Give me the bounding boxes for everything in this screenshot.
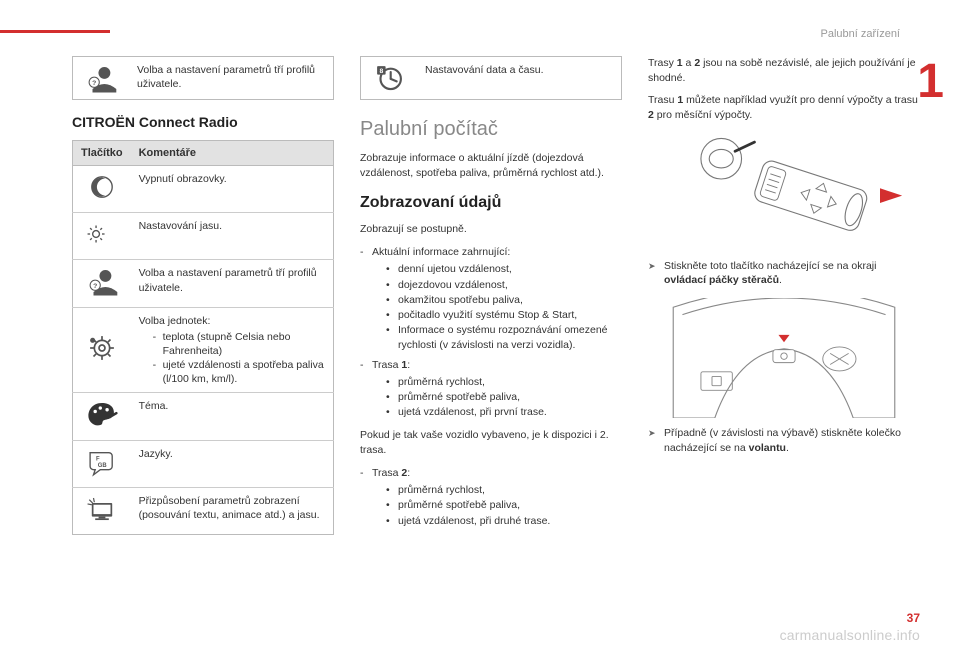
info-row-profiles: ? Volba a nastavení parametrů tří profil… (72, 56, 334, 100)
list-item: Stiskněte toto tlačítko nacházející se n… (648, 259, 920, 288)
list-item: Případně (v závislosti na výbavě) stiskn… (648, 426, 920, 455)
profile-icon: ? (73, 260, 131, 307)
table-cell-text: Vypnutí obrazovky. (131, 166, 334, 213)
table-row: Přizpůsobení parametrů zobrazení (posouv… (73, 487, 334, 534)
instruction-1: Stiskněte toto tlačítko nacházející se n… (648, 259, 920, 288)
clock-icon: 8 (361, 57, 417, 99)
column-1: ? Volba a nastavení parametrů tří profil… (72, 56, 334, 609)
chapter-number: 1 (917, 58, 944, 106)
list-item: průměrná rychlost, (386, 483, 622, 498)
list-item: Trasa 1: průměrná rychlost,průměrné spot… (360, 358, 622, 421)
palette-icon (73, 393, 131, 440)
table-row: Nastavování jasu. (73, 213, 334, 260)
table-row: Volba jednotek:teplota (stupně Celsia ne… (73, 307, 334, 393)
displayed-data-lead: Zobrazují se postupně. (360, 222, 622, 237)
current-info-title: Aktuální informace zahrnující: (372, 246, 510, 258)
list-item: ujeté vzdálenosti a spotřeba paliva (l/1… (153, 358, 325, 386)
trasy-independent: Trasy 1 a 2 jsou na sobě nezávislé, ale … (648, 56, 920, 85)
heading-trip-computer: Palubní počítač (360, 118, 622, 141)
screen-icon (73, 487, 131, 534)
svg-text:GB: GB (98, 463, 108, 469)
svg-text:?: ? (92, 80, 96, 87)
table-row: Téma. (73, 393, 334, 440)
list-item: ujetá vzdálenost, při první trase. (386, 405, 622, 420)
th-button: Tlačítko (73, 141, 131, 166)
svg-text:F: F (96, 456, 100, 462)
table-cell-text: Volba a nastavení parametrů tří profilů … (131, 260, 334, 307)
info-row-datetime-text: Nastavování data a času. (417, 57, 621, 83)
list-item: průměrná rychlost, (386, 375, 622, 390)
accent-bar (0, 30, 110, 33)
list-item: průměrné spotřebě paliva, (386, 498, 622, 513)
table-cell-text: Přizpůsobení parametrů zobrazení (posouv… (131, 487, 334, 534)
list-item: Trasa 2: průměrná rychlost,průměrné spot… (360, 466, 622, 529)
list-item: teplota (stupně Celsia nebo Fahrenheita) (153, 330, 325, 358)
list-item: dojezdovou vzdálenost, (386, 278, 622, 293)
trasa2-availability: Pokud je tak vaše vozidlo vybaveno, je k… (360, 428, 622, 457)
table-cell-text: Nastavování jasu. (131, 213, 334, 260)
th-comment: Komentáře (131, 141, 334, 166)
figure-steering-wheel (648, 298, 920, 418)
trasy-example: Trasu 1 můžete například využít pro denn… (648, 93, 920, 122)
table-cell-text: Jazyky. (131, 440, 334, 487)
trip-computer-intro: Zobrazuje informace o aktuální jízdě (do… (360, 151, 622, 180)
moon-icon (73, 166, 131, 213)
heading-connect-radio: CITROËN Connect Radio (72, 114, 334, 130)
info-row-datetime: 8 Nastavování data a času. (360, 56, 622, 100)
list-item: denní ujetou vzdálenost, (386, 262, 622, 277)
page-columns: ? Volba a nastavení parametrů tří profil… (72, 56, 920, 609)
buttons-table: Tlačítko Komentáře Vypnutí obrazovky.Nas… (72, 140, 334, 535)
table-row: Vypnutí obrazovky. (73, 166, 334, 213)
heading-displayed-data: Zobrazovaní údajů (360, 194, 622, 212)
table-cell-text: Volba jednotek:teplota (stupně Celsia ne… (131, 307, 334, 393)
list-item: průměrné spotřebě paliva, (386, 390, 622, 405)
list-item: Aktuální informace zahrnující: denní uje… (360, 245, 622, 354)
section-label: Palubní zařízení (821, 28, 901, 40)
list-item: ujetá vzdálenost, při druhé trase. (386, 514, 622, 529)
trasa1-label: Trasa 1: (372, 359, 410, 371)
current-info-block: Aktuální informace zahrnující: denní uje… (360, 245, 622, 420)
column-2: 8 Nastavování data a času. Palubní počít… (360, 56, 622, 609)
figure-wiper-stalk (648, 131, 920, 251)
trasa2-block: Trasa 2: průměrná rychlost,průměrné spot… (360, 466, 622, 529)
list-item: počitadlo využití systému Stop & Start, (386, 308, 622, 323)
lang-icon: FGB (73, 440, 131, 487)
info-row-text: Volba a nastavení parametrů tří profilů … (129, 57, 333, 97)
list-item: okamžitou spotřebu paliva, (386, 293, 622, 308)
table-row: FGBJazyky. (73, 440, 334, 487)
profile-icon: ? (73, 57, 129, 99)
instruction-2: Případně (v závislosti na výbavě) stiskn… (648, 426, 920, 455)
page-number: 37 (907, 611, 920, 625)
table-cell-text: Téma. (131, 393, 334, 440)
sunmoon-icon (73, 213, 131, 260)
svg-text:8: 8 (379, 68, 383, 75)
column-3: Trasy 1 a 2 jsou na sobě nezávislé, ale … (648, 56, 920, 609)
trasa2-label: Trasa 2: (372, 467, 410, 479)
watermark: carmanualsonline.info (780, 627, 920, 643)
list-item: Informace o systému rozpoznávání omezené… (386, 323, 622, 353)
gear-icon (73, 307, 131, 393)
table-row: ? Volba a nastavení parametrů tří profilů… (73, 260, 334, 307)
svg-text:?: ? (93, 283, 97, 290)
